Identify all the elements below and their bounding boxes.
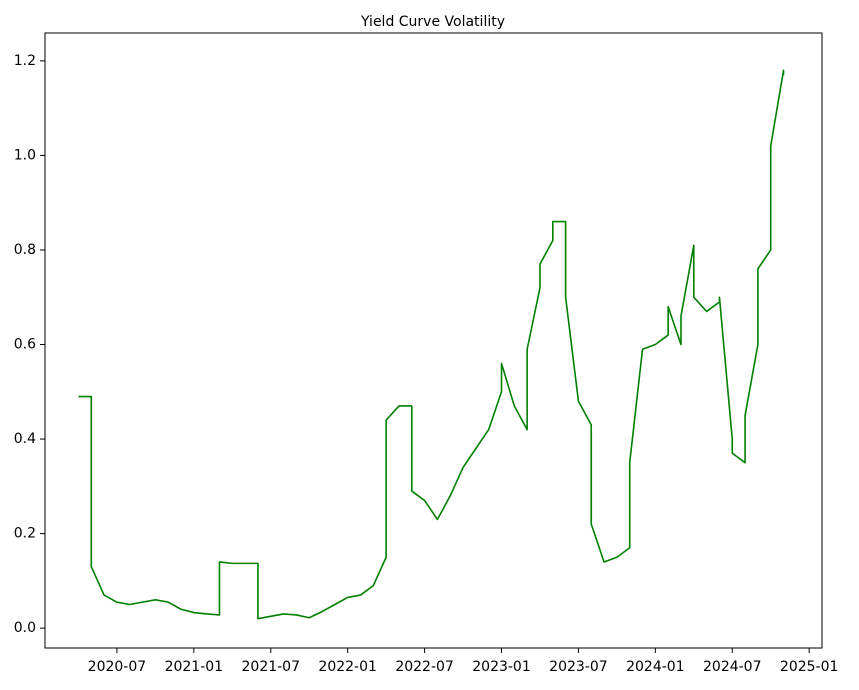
- y-tick-label: 0.2: [14, 526, 36, 542]
- x-tick-label: 2022-01: [318, 659, 377, 675]
- x-tick-label: 2024-07: [703, 659, 762, 675]
- y-tick-label: 0.8: [14, 242, 36, 258]
- x-tick-label: 2021-07: [242, 659, 301, 675]
- x-tick-label: 2025-01: [780, 659, 839, 675]
- x-tick-label: 2023-07: [549, 659, 608, 675]
- y-tick-label: 1.2: [14, 53, 36, 69]
- x-tick-label: 2020-07: [88, 659, 147, 675]
- x-tick-label: 2023-01: [472, 659, 531, 675]
- y-tick-label: 1.0: [14, 147, 36, 163]
- x-tick-label: 2022-07: [395, 659, 454, 675]
- plot-frame: [44, 32, 823, 649]
- y-tick-label: 0.0: [14, 620, 36, 636]
- data-line: [78, 69, 785, 620]
- chart-title: Yield Curve Volatility: [360, 14, 505, 30]
- y-tick-label: 0.6: [14, 337, 36, 353]
- y-tick-label: 0.4: [14, 431, 36, 447]
- x-tick-label: 2024-01: [626, 659, 685, 675]
- x-tick-label: 2021-01: [165, 659, 224, 675]
